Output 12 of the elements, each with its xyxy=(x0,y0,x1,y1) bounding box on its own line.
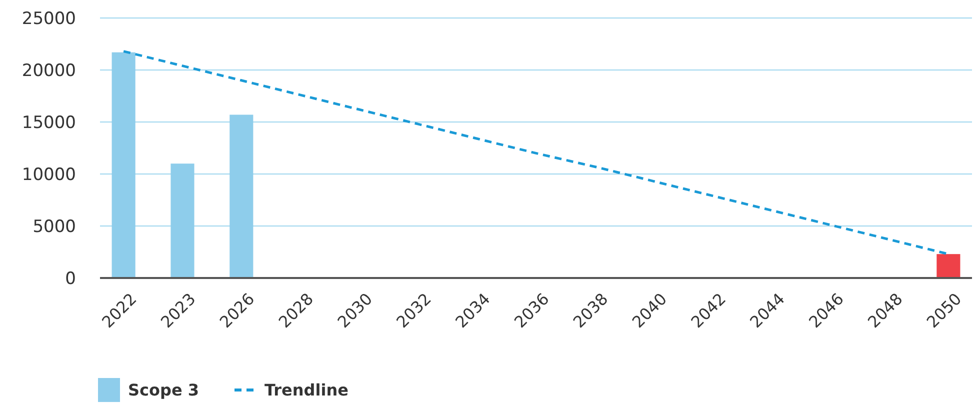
y-tick-label: 0 xyxy=(65,268,76,289)
bar xyxy=(170,164,194,278)
y-tick-label: 15000 xyxy=(22,112,76,133)
y-tick-label: 25000 xyxy=(22,8,76,29)
bar xyxy=(936,254,960,278)
legend-label: Scope 3 xyxy=(128,380,200,400)
y-tick-label: 20000 xyxy=(22,60,76,81)
y-tick-label: 5000 xyxy=(32,216,76,237)
legend-label: Trendline xyxy=(264,380,349,400)
bar xyxy=(230,114,254,278)
y-tick-label: 10000 xyxy=(22,164,76,185)
bar xyxy=(112,52,136,278)
